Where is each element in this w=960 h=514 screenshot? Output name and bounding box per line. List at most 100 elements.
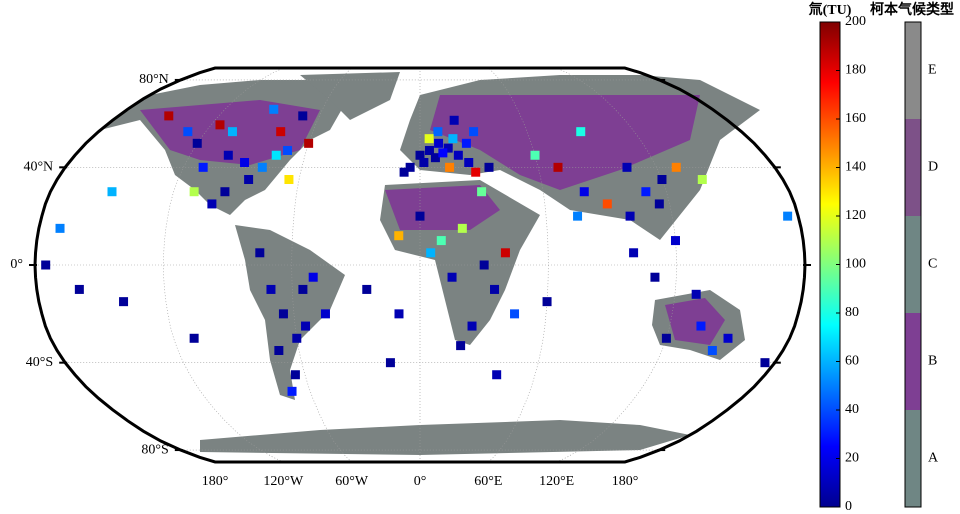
sample-point xyxy=(430,153,440,163)
sample-point xyxy=(707,345,717,355)
sample-point xyxy=(301,321,311,331)
sample-point xyxy=(415,211,425,221)
sample-point xyxy=(576,127,586,137)
sample-point xyxy=(278,309,288,319)
sample-point xyxy=(447,272,457,282)
sample-point xyxy=(223,150,233,160)
sample-point xyxy=(783,211,793,221)
sample-point xyxy=(119,297,129,307)
sample-point xyxy=(189,333,199,343)
lat-label: 0° xyxy=(10,257,23,272)
sample-point xyxy=(287,386,297,396)
sample-point xyxy=(457,223,467,233)
lon-label: 180° xyxy=(202,474,229,489)
sample-point xyxy=(424,145,434,155)
sample-point xyxy=(641,187,651,197)
sample-point xyxy=(490,284,500,294)
legend-frame xyxy=(904,21,922,508)
lon-label: 0° xyxy=(414,474,427,489)
climate-label: A xyxy=(928,451,939,466)
sample-point xyxy=(298,284,308,294)
sample-point xyxy=(220,187,230,197)
sample-point xyxy=(183,127,193,137)
climate-label: D xyxy=(928,160,938,175)
sample-point xyxy=(492,370,502,380)
climate-swatch xyxy=(905,216,921,313)
colorbar-tick-label: 60 xyxy=(845,354,859,369)
sample-point xyxy=(436,236,446,246)
lon-label: 60°W xyxy=(335,474,369,489)
sample-point xyxy=(215,120,225,130)
climate-swatch xyxy=(905,410,921,507)
sample-point xyxy=(107,187,117,197)
sample-point xyxy=(553,162,563,172)
grid-line xyxy=(291,67,352,463)
climate-label: C xyxy=(928,257,937,272)
sample-point xyxy=(274,345,284,355)
colorbar-tick-label: 120 xyxy=(845,208,866,223)
sample-point xyxy=(189,187,199,197)
colorbar-tick-label: 160 xyxy=(845,111,866,126)
sample-point xyxy=(434,138,444,148)
sample-point xyxy=(500,248,510,258)
sample-point xyxy=(424,134,434,144)
sample-point xyxy=(198,162,208,172)
sample-point xyxy=(629,248,639,258)
sample-point xyxy=(697,175,707,185)
sample-point xyxy=(290,370,300,380)
sample-point xyxy=(227,127,237,137)
sample-point xyxy=(760,358,770,368)
sample-point xyxy=(661,333,671,343)
sample-point xyxy=(691,289,701,299)
sample-point xyxy=(244,175,254,185)
sample-point xyxy=(276,127,286,137)
sample-point xyxy=(449,115,459,125)
sample-point xyxy=(671,162,681,172)
sample-point xyxy=(74,284,84,294)
sample-point xyxy=(292,333,302,343)
colorbar-tick-label: 80 xyxy=(845,305,859,320)
sample-point xyxy=(650,272,660,282)
lon-label: 120°W xyxy=(263,474,304,489)
sample-point xyxy=(271,150,281,160)
sample-point xyxy=(55,223,65,233)
lon-label: 180° xyxy=(612,474,639,489)
sample-point xyxy=(573,211,583,221)
colorbar-tick-label: 180 xyxy=(845,63,866,78)
map-frame xyxy=(33,66,807,464)
climate-label: E xyxy=(928,63,937,78)
climate-swatch xyxy=(905,313,921,410)
landmass xyxy=(100,72,760,455)
sample-point xyxy=(445,162,455,172)
climate-swatch xyxy=(905,119,921,216)
climate-label: B xyxy=(928,354,937,369)
sample-point xyxy=(453,150,463,160)
lon-label: 60°E xyxy=(474,474,502,489)
legend-title: 柯本气候类型 xyxy=(870,1,954,18)
sample-point xyxy=(542,297,552,307)
sample-point xyxy=(602,199,612,209)
sample-point xyxy=(510,309,520,319)
sample-point xyxy=(723,333,733,343)
colorbar-tick-label: 140 xyxy=(845,160,866,175)
sample-point xyxy=(433,127,443,137)
colorbar-title: 氚(TU) xyxy=(809,1,852,18)
sample-point xyxy=(269,104,279,114)
sample-point xyxy=(207,199,217,209)
sample-point xyxy=(394,309,404,319)
sample-point xyxy=(298,111,308,121)
sample-point xyxy=(426,248,436,258)
sample-point xyxy=(283,145,293,155)
sample-point xyxy=(670,236,680,246)
sample-point xyxy=(654,199,664,209)
lat-label: 40°N xyxy=(23,160,53,175)
sample-point xyxy=(405,162,415,172)
colorbar-tick-label: 20 xyxy=(845,451,859,466)
grid-line xyxy=(488,67,549,463)
sample-point xyxy=(308,272,318,282)
sample-point xyxy=(530,150,540,160)
sample-point xyxy=(164,111,174,121)
sample-point xyxy=(469,127,479,137)
sample-point xyxy=(479,260,489,270)
